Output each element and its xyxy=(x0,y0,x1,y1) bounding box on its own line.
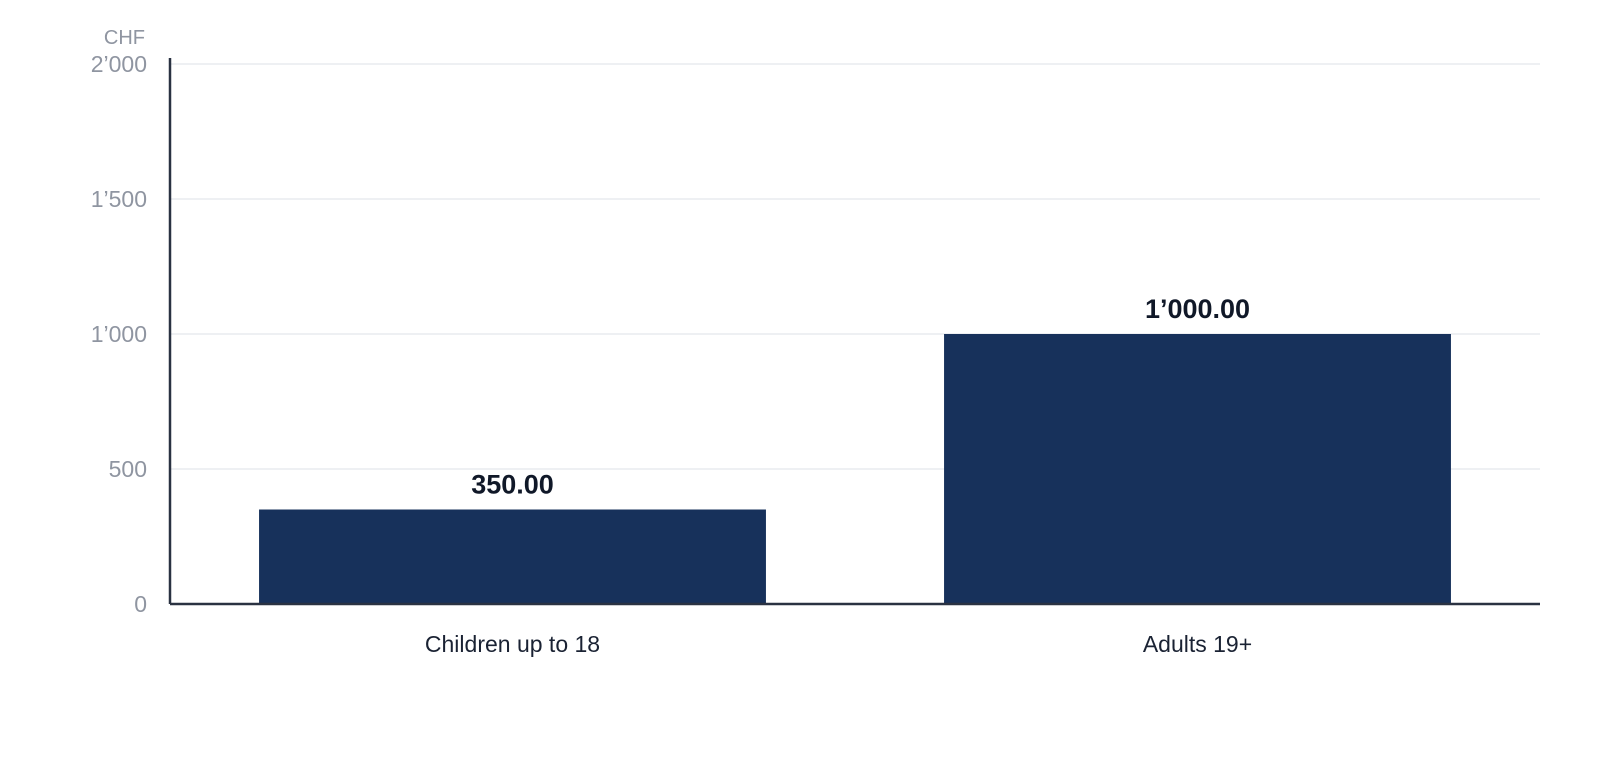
axes xyxy=(168,58,1540,606)
category-labels: Children up to 18 Adults 19+ xyxy=(425,631,1252,657)
value-labels: 350.00 1’000.00 xyxy=(471,294,1250,500)
category-label: Adults 19+ xyxy=(1143,631,1252,657)
bar xyxy=(259,509,766,604)
bars xyxy=(259,334,1451,604)
y-tick-label: 1’500 xyxy=(91,186,147,212)
y-axis-unit-label: CHF xyxy=(104,27,145,49)
y-tick-label: 0 xyxy=(134,591,147,617)
y-tick-label: 2’000 xyxy=(91,51,147,77)
y-tick-labels: 0 500 1’000 1’500 2’000 xyxy=(91,51,147,617)
y-tick-label: 1’000 xyxy=(91,321,147,347)
y-tick-label: 500 xyxy=(109,456,147,482)
category-label: Children up to 18 xyxy=(425,631,600,657)
bar xyxy=(944,334,1451,604)
bar-value-label: 1’000.00 xyxy=(1145,294,1250,324)
bar-value-label: 350.00 xyxy=(471,470,554,500)
